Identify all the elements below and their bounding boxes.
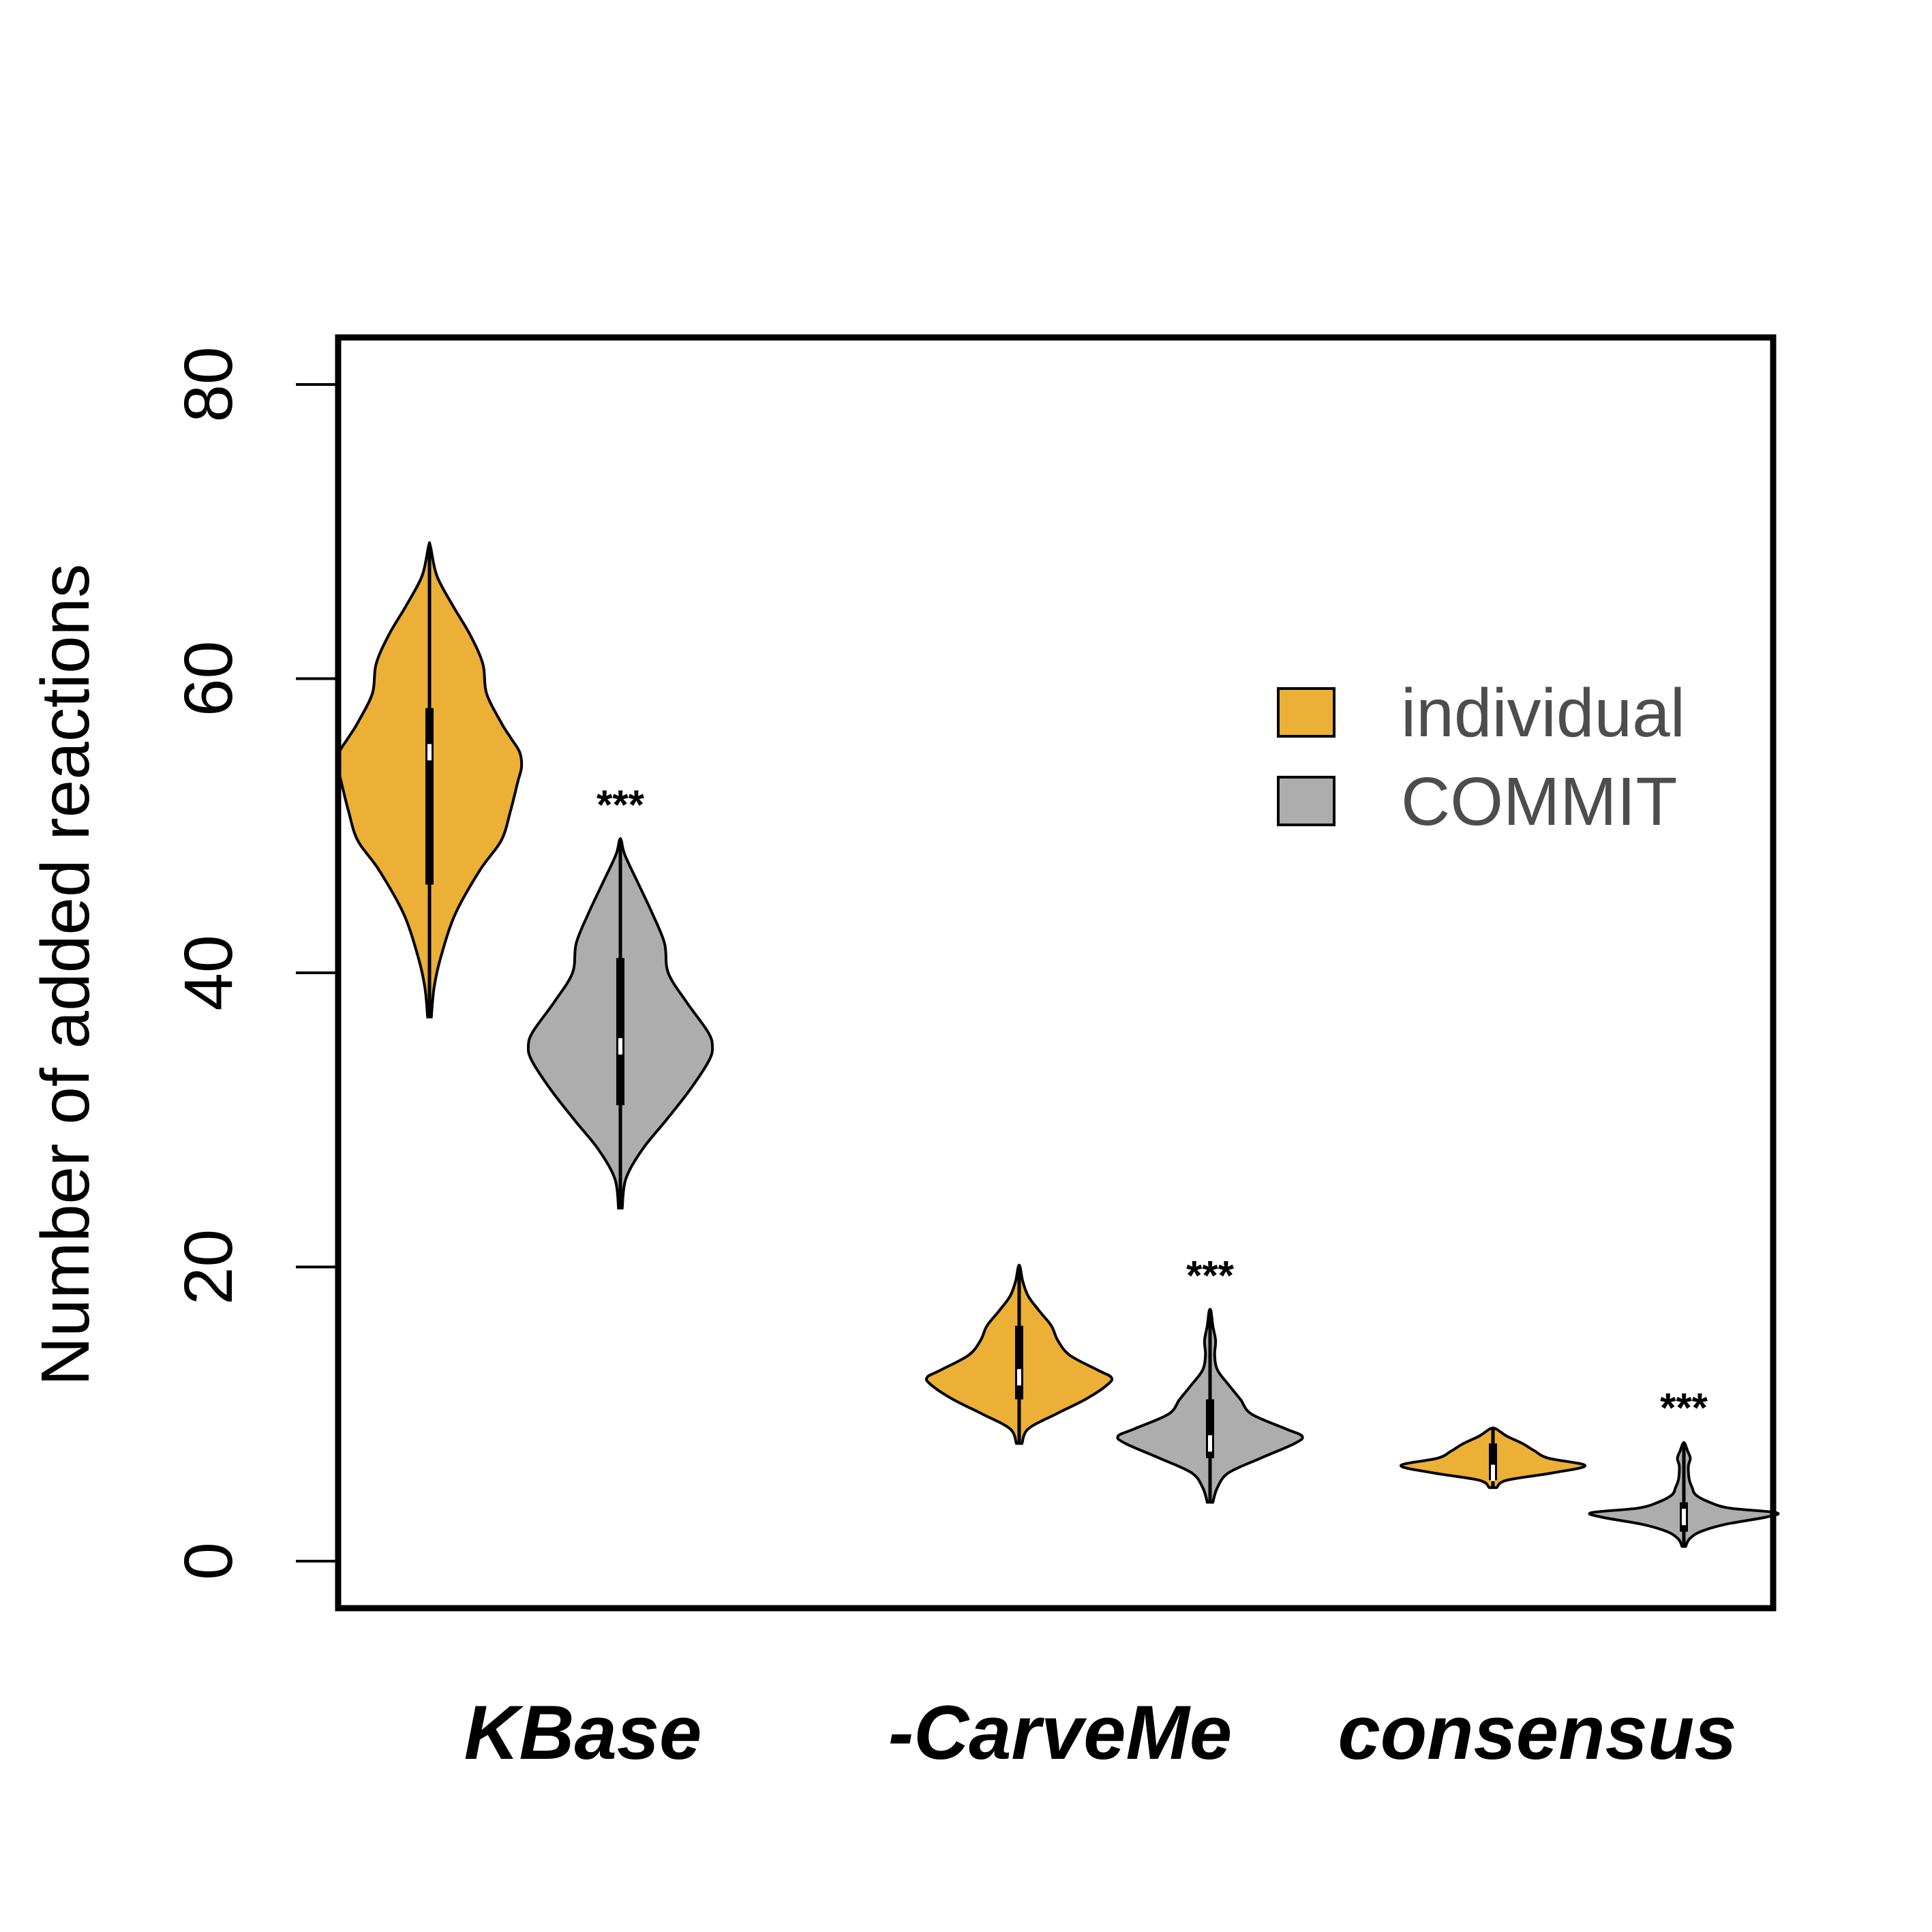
violin-median: [1017, 1369, 1021, 1386]
violin-median: [618, 1038, 622, 1055]
significance-label: ***: [597, 782, 645, 828]
y-axis: 0 20 40 60 80: [170, 346, 339, 1580]
legend-label: COMMIT: [1401, 764, 1677, 840]
violin: [924, 1263, 1114, 1445]
violin-median: [1682, 1509, 1686, 1526]
x-axis-category-labels: KBase -CarveMe consensus: [464, 1690, 1737, 1775]
violin: [1116, 1308, 1304, 1504]
violin-iqr-box: [425, 708, 434, 885]
legend-swatch: [1277, 776, 1335, 826]
violin-plots: [335, 541, 1780, 1548]
x-category-label: consensus: [1338, 1690, 1736, 1775]
violin: [526, 837, 714, 1210]
significance-label: ***: [1186, 1252, 1235, 1298]
legend-label: individual: [1401, 675, 1685, 751]
significance-annotations: *** *** ***: [597, 782, 1708, 1431]
x-category-label: KBase: [464, 1690, 702, 1775]
plot-frame: [335, 334, 1777, 1612]
violin: [1399, 1426, 1587, 1490]
significance-label: ***: [1660, 1385, 1708, 1430]
y-tick-label: 60: [170, 641, 247, 716]
violin-median: [1208, 1435, 1212, 1452]
y-tick-label: 80: [170, 346, 247, 422]
violin-iqr-box: [1015, 1325, 1023, 1400]
violin: [335, 541, 524, 1018]
y-tick-label: 0: [170, 1542, 247, 1580]
violin-median: [1491, 1464, 1495, 1481]
y-tick-label: 40: [170, 935, 247, 1010]
violin-iqr-box: [616, 958, 624, 1106]
x-category-label: -CarveMe: [888, 1690, 1232, 1775]
legend-swatch: [1277, 687, 1335, 738]
violin-median: [427, 744, 432, 761]
y-tick-label: 20: [170, 1229, 247, 1305]
y-axis-title: Number of added reactions: [27, 564, 104, 1386]
violin: [1588, 1441, 1780, 1548]
legend: individual COMMIT: [1277, 675, 1685, 840]
